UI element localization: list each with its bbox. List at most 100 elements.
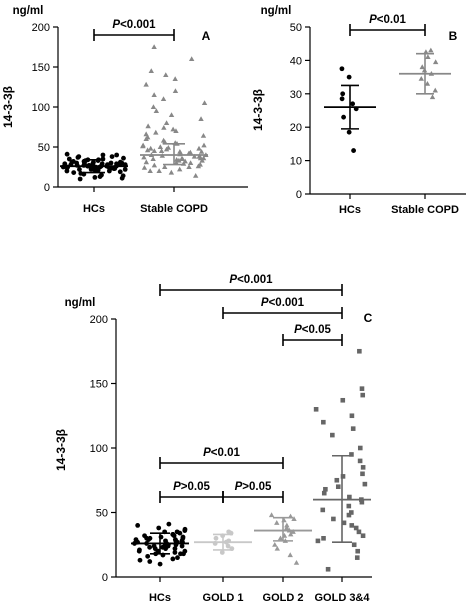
data-point [93,167,99,173]
y-tick-label: 100 [32,102,50,114]
data-point [293,560,300,565]
data-point [148,68,154,73]
data-point [197,161,203,167]
data-point [323,486,328,492]
panel-letter: B [449,29,458,43]
data-point [349,452,354,457]
data-point [219,550,225,555]
data-point [350,101,356,107]
data-point [274,545,280,551]
data-point [182,526,188,532]
data-point [114,161,119,167]
data-point [359,386,365,391]
p-value-label: P<0.001 [229,274,273,286]
data-point [178,156,185,161]
data-point [64,151,70,157]
data-point [330,432,335,438]
data-point [213,535,219,541]
data-point [357,348,362,354]
data-point [147,168,153,173]
data-point [226,529,232,535]
data-point [357,458,363,464]
data-point [418,75,424,81]
significance-bracket: P<0.05 [282,324,343,346]
y-tick-label: 150 [32,62,50,74]
data-point [147,559,153,564]
data-point [355,548,361,554]
data-point [143,81,149,87]
y-tick-label: 50 [96,508,108,520]
data-point [62,161,68,167]
data-point [120,173,126,179]
data-point [198,149,205,154]
data-point [174,529,180,535]
data-point [198,116,204,121]
y-tick-label: 0 [102,572,108,584]
data-point [423,49,429,55]
data-point [92,175,98,180]
data-point [121,155,126,161]
data-point [268,512,275,518]
data-point [168,169,175,175]
data-point [177,149,183,154]
y-axis-label: 14-3-3β [54,429,68,471]
data-point [145,553,151,559]
data-point [157,144,164,149]
data-point [188,56,195,61]
x-category-label: Stable COPD [391,204,459,216]
data-point [331,516,336,522]
x-category-label: GOLD 2 [263,592,304,604]
y-tick-label: 100 [90,443,108,455]
data-point [137,547,142,553]
data-point [147,544,153,550]
data-point [432,87,438,93]
data-point [287,552,293,558]
data-point [349,510,354,515]
data-point [354,555,360,560]
data-point [145,123,151,129]
data-point [176,166,183,172]
data-point [340,474,346,479]
data-point [349,413,355,419]
data-point [360,392,366,398]
data-point [170,126,176,132]
data-point [100,152,106,158]
data-point [150,104,157,109]
data-point [178,551,183,557]
data-point [340,91,346,97]
data-point [170,532,176,537]
data-point [351,148,356,153]
data-point [151,543,157,549]
unit-label: ng/ml [13,5,44,17]
x-category-label: HCs [83,203,105,215]
data-point [432,59,439,65]
data-point [357,445,363,451]
data-point [288,531,294,537]
significance-bracket: P>0.05 [159,481,224,503]
data-point [320,507,326,513]
significance-bracket: P<0.001 [222,297,343,319]
data-point [419,64,425,70]
y-tick-label: 200 [32,22,50,34]
data-point [153,108,160,113]
data-point [162,164,168,169]
p-value-label: P<0.001 [112,19,156,31]
data-point [148,145,154,151]
data-point [196,145,202,151]
p-value-label: P>0.05 [235,481,272,493]
x-category-label: GOLD 3&4 [314,592,370,604]
chart-panel-a: 0 50 100 150 200 HCs Stable COPD ng/ml 14-3-3β A P… [1,5,248,215]
y-tick-label: 40 [290,55,302,67]
data-point [140,142,146,148]
data-point [172,76,178,81]
y-tick-label: 20 [290,122,302,134]
data-point [172,537,178,542]
data-point [156,525,162,531]
data-point [350,426,356,431]
data-point [351,542,357,548]
data-point [151,148,158,153]
data-point [339,66,345,72]
data-point [170,556,176,562]
chart-panel-b: 0 10 20 30 40 50 HCs Stable COPD ng/ml 14-3-3β B P<… [251,5,466,216]
data-point [341,520,347,526]
